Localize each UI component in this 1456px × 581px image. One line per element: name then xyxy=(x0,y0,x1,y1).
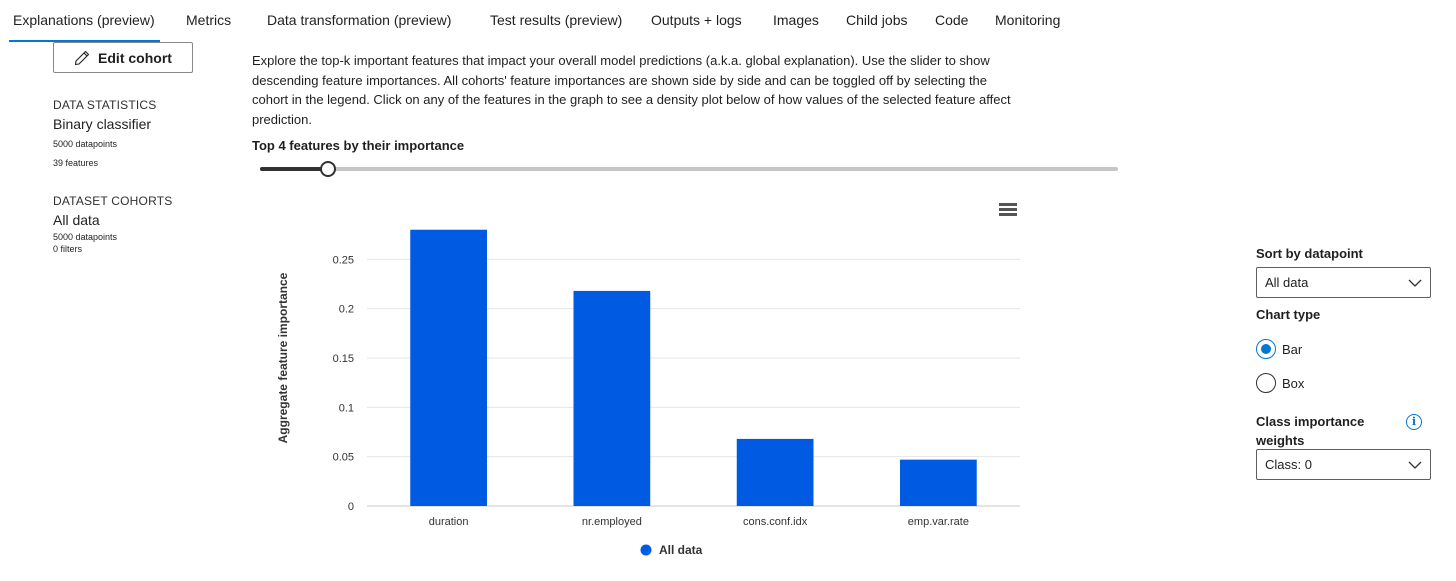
radio-checked-icon xyxy=(1256,339,1276,359)
tab-monitoring[interactable]: Monitoring xyxy=(995,12,1061,28)
y-tick-label: 0 xyxy=(348,501,354,513)
class-weights-value: Class: 0 xyxy=(1265,457,1312,472)
topk-slider-fill xyxy=(260,167,328,171)
datapoints-count: 5000 datapoints xyxy=(53,139,118,149)
y-tick-label: 0.15 xyxy=(333,353,354,365)
x-tick-label: cons.conf.idx xyxy=(743,516,808,528)
y-tick-label: 0.25 xyxy=(333,254,354,266)
hamburger-menu-icon[interactable] xyxy=(999,203,1017,219)
y-tick-label: 0.1 xyxy=(339,402,354,414)
class-importance-label-line2: weights xyxy=(1256,433,1305,448)
y-axis-label: Aggregate feature importance xyxy=(276,272,290,443)
chart-type-bar-label: Bar xyxy=(1282,341,1303,357)
legend-marker xyxy=(640,544,652,556)
x-tick-label: duration xyxy=(429,516,469,528)
topk-slider-track[interactable] xyxy=(260,167,1118,171)
tab-bar: Explanations (preview) Metrics Data tran… xyxy=(0,0,1456,44)
edit-cohort-button[interactable]: Edit cohort xyxy=(53,42,193,73)
sort-by-value: All data xyxy=(1265,275,1309,290)
class-importance-label: Class importance xyxy=(1256,414,1365,429)
tab-metrics[interactable]: Metrics xyxy=(186,12,232,28)
chart-type-box-radio[interactable]: Box xyxy=(1256,373,1304,393)
sort-by-dropdown[interactable]: All data xyxy=(1256,267,1431,298)
tab-explanations[interactable]: Explanations (preview) xyxy=(13,12,155,28)
tab-child-jobs[interactable]: Child jobs xyxy=(846,12,908,28)
chart-type-bar-radio[interactable]: Bar xyxy=(1256,339,1302,359)
features-count: 39 features xyxy=(53,158,99,168)
tab-images[interactable]: Images xyxy=(773,12,819,28)
topk-slider-thumb[interactable] xyxy=(319,161,336,177)
tab-code[interactable]: Code xyxy=(935,12,969,28)
bar-cons-conf-idx[interactable] xyxy=(736,438,814,506)
bar-duration[interactable] xyxy=(410,229,487,506)
tab-data-transformation[interactable]: Data transformation (preview) xyxy=(267,12,452,28)
cohort-name: All data xyxy=(53,212,100,228)
feature-importance-chart: 0 0.05 0.1 0.15 0.2 0.25 Aggregate feature imp… xyxy=(276,229,1020,557)
legend-label-all-data[interactable]: All data xyxy=(659,543,703,557)
classifier-type: Binary classifier xyxy=(53,116,152,132)
info-icon[interactable]: i xyxy=(1406,414,1422,430)
pencil-icon xyxy=(74,50,90,65)
y-tick-label: 0.2 xyxy=(339,304,354,316)
cohort-datapoints: 5000 datapoints xyxy=(53,232,118,242)
chevron-down-icon xyxy=(1408,461,1422,469)
chevron-down-icon xyxy=(1408,279,1422,287)
sort-by-label: Sort by datapoint xyxy=(1256,246,1363,261)
cohort-filters: 0 filters xyxy=(53,244,83,254)
edit-cohort-label: Edit cohort xyxy=(98,49,172,66)
y-tick-label: 0.05 xyxy=(333,452,354,464)
explanation-description: Explore the top-k important features tha… xyxy=(252,53,1011,127)
chart-type-label: Chart type xyxy=(1256,307,1321,322)
tab-test-results[interactable]: Test results (preview) xyxy=(490,12,623,28)
bar-emp-var-rate[interactable] xyxy=(900,459,977,506)
active-tab-indicator xyxy=(9,40,160,42)
tab-outputs-logs[interactable]: Outputs + logs xyxy=(651,12,742,28)
x-tick-label: emp.var.rate xyxy=(908,516,969,528)
data-statistics-heading: DATA STATISTICS xyxy=(53,98,157,112)
dataset-cohorts-heading: DATASET COHORTS xyxy=(53,194,173,208)
radio-unchecked-icon xyxy=(1256,373,1276,393)
bar-nr-employed[interactable] xyxy=(573,290,651,506)
x-tick-label: nr.employed xyxy=(582,516,642,528)
topk-features-label: Top 4 features by their importance xyxy=(252,138,465,153)
class-weights-dropdown[interactable]: Class: 0 xyxy=(1256,449,1431,480)
chart-type-box-label: Box xyxy=(1282,375,1305,391)
